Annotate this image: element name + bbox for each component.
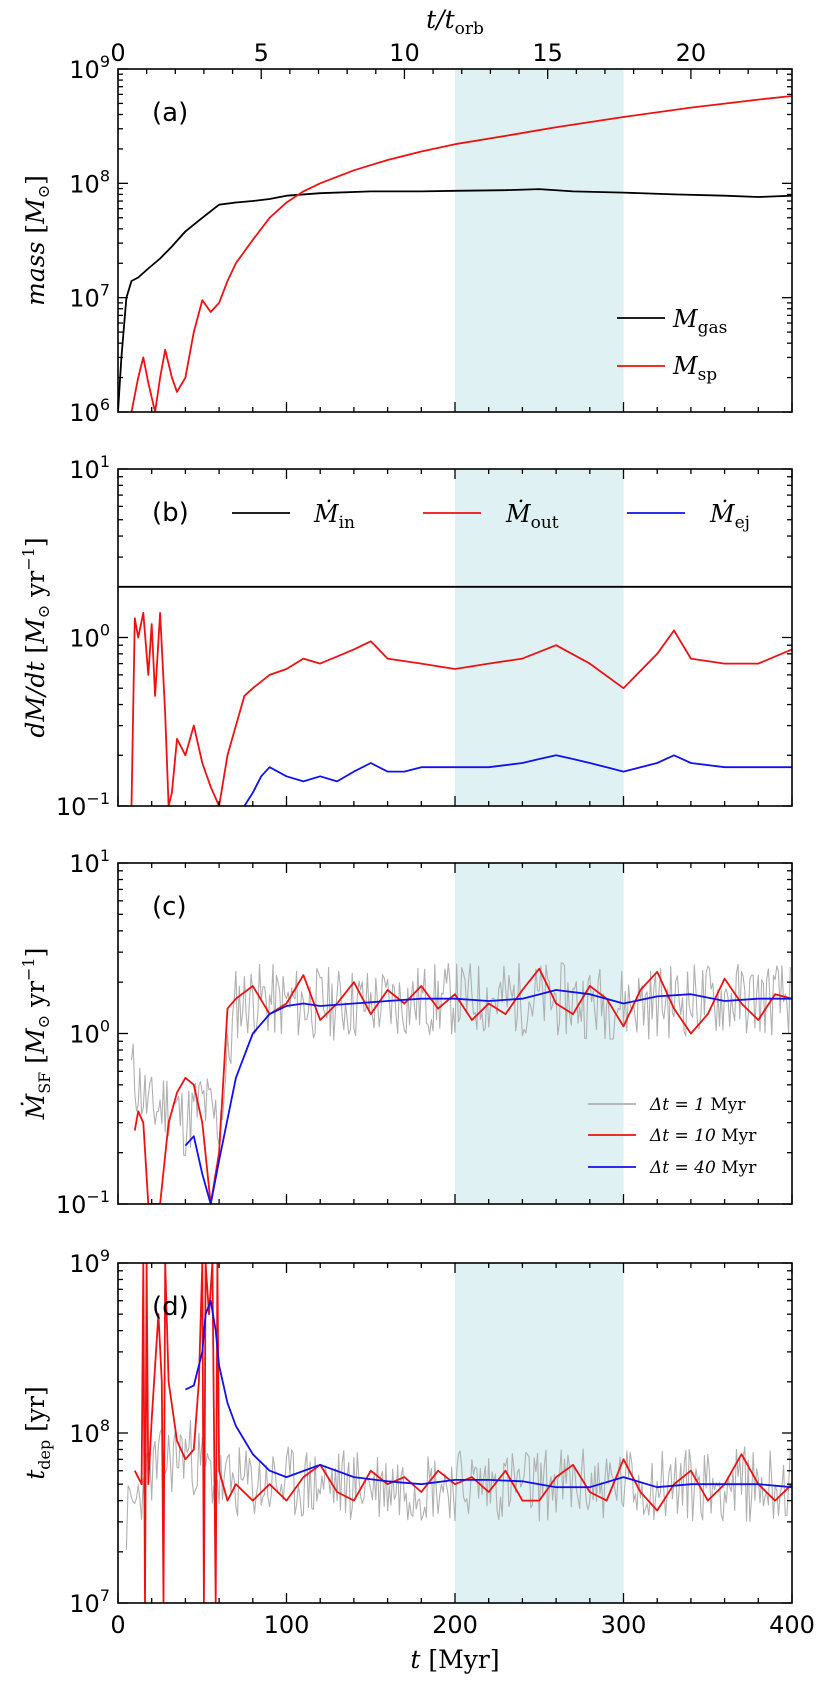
panel-letter: (c)	[152, 892, 187, 922]
shaded-region	[455, 69, 624, 412]
top-x-tick-label: 15	[532, 39, 563, 67]
y-tick-label: 10−1	[56, 789, 110, 821]
panel-letter: (a)	[152, 98, 188, 128]
legend-label: Mgas	[672, 305, 727, 338]
chart-panel-d: 107 108 109 0 100 200 300 400 t [Myr] (d) tdep [yr…	[21, 1246, 815, 1674]
series-line--t-10-myr	[133, 967, 792, 1204]
y-axis-label: mass [M⊙]	[21, 175, 53, 306]
series-line--t-10-myr	[133, 1263, 792, 1603]
top-x-tick-label: 10	[389, 39, 420, 67]
legend: Δt = 1 Myr Δt = 10 Myr Δt = 40 Myr	[588, 1095, 757, 1178]
x-tick-label: 300	[601, 1611, 647, 1639]
panel-letter: (d)	[152, 1292, 189, 1322]
series-line-m-gas	[118, 188, 792, 412]
legend-label: Msp	[672, 352, 717, 385]
legend: Mgas Msp	[617, 305, 727, 385]
y-tick-label: 109	[69, 1246, 110, 1278]
series-line--t-1-myr	[130, 962, 791, 1157]
x-tick-label: 100	[264, 1611, 310, 1639]
legend-label: Ṁin	[313, 499, 355, 533]
y-tick-label: 100	[69, 621, 110, 653]
series-line--ej	[243, 754, 792, 806]
x-tick-label: 400	[769, 1611, 815, 1639]
chart-panel-a: 106 107 108 109 0 5 10 15 20 t/torb (a) mass [M⊙] Mg…	[21, 5, 793, 427]
y-tick-label: 101	[69, 452, 110, 484]
series-line--t-40-myr	[185, 1299, 792, 1489]
series-line--t-40-myr	[184, 989, 792, 1204]
y-tick-label: 107	[69, 1586, 110, 1618]
x-tick-label: 0	[110, 1611, 125, 1639]
series-group	[118, 585, 792, 806]
legend-label: Δt = 40 Myr	[649, 1158, 757, 1178]
panel-letter: (b)	[152, 498, 189, 528]
shaded-region	[455, 469, 624, 806]
top-x-tick-label: 20	[676, 39, 707, 67]
y-axis-label: dM/dt [M⊙ yr−1]	[19, 537, 53, 737]
series-line-m-sp	[130, 95, 792, 412]
y-tick-label: 109	[69, 52, 110, 84]
shaded-region	[455, 1263, 624, 1603]
y-tick-label: 106	[69, 395, 110, 427]
legend-label: Δt = 10 Myr	[649, 1126, 757, 1146]
top-axis-label: t/torb	[426, 5, 484, 39]
y-axis-label: tdep [yr]	[21, 1386, 54, 1480]
legend-label: Ṁej	[709, 499, 750, 533]
y-tick-label: 107	[69, 281, 110, 313]
legend-label: Δt = 1 Myr	[649, 1095, 746, 1115]
y-tick-label: 108	[69, 166, 110, 198]
y-axis-label: ṀSF [M⊙ yr−1]	[19, 948, 54, 1121]
x-axis-label: t [Myr]	[410, 1645, 499, 1674]
top-x-tick-label: 5	[254, 39, 269, 67]
series-line--t-1-myr	[125, 1420, 791, 1550]
y-tick-label: 10−1	[56, 1187, 110, 1219]
y-tick-label: 108	[69, 1416, 110, 1448]
x-tick-label: 200	[432, 1611, 478, 1639]
y-tick-label: 100	[69, 1017, 110, 1049]
y-tick-label: 101	[69, 846, 110, 878]
top-x-tick-label: 0	[110, 39, 125, 67]
shaded-region	[455, 863, 624, 1204]
series-line--out	[130, 612, 792, 806]
series-group	[118, 95, 792, 412]
series-group	[125, 1263, 792, 1603]
series-group	[130, 962, 792, 1204]
